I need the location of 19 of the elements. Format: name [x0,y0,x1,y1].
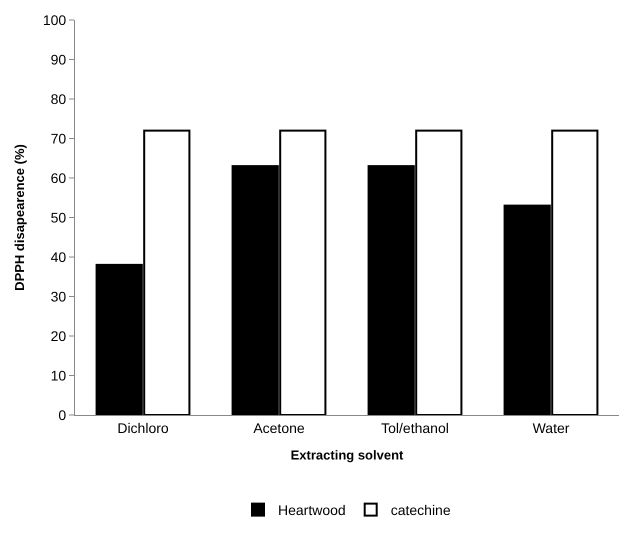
y-tick-label: 100 [42,12,66,28]
legend-label: catechine [390,502,451,518]
x-tick-label: Tol/ethanol [381,420,449,436]
legend-label: Heartwood [278,502,346,518]
x-tick-label: Water [532,420,570,436]
y-tick-label: 70 [50,130,66,146]
x-tick-label: Dichloro [117,420,169,436]
y-tick-label: 50 [50,209,66,226]
y-tick-label: 30 [50,288,66,304]
y-tick-label: 90 [50,51,66,68]
y-tick-label: 80 [50,90,66,107]
y-tick-label: 40 [50,248,66,265]
y-tick-label: 10 [50,367,66,384]
y-tick-label: 0 [58,406,66,423]
y-tick-label: 20 [50,328,66,344]
x-axis-title: Extracting solvent [290,447,404,462]
x-tick-label: Acetone [253,420,305,436]
y-axis-title: DPPH disapearence (%) [12,144,27,291]
y-tick-label: 60 [50,170,66,186]
